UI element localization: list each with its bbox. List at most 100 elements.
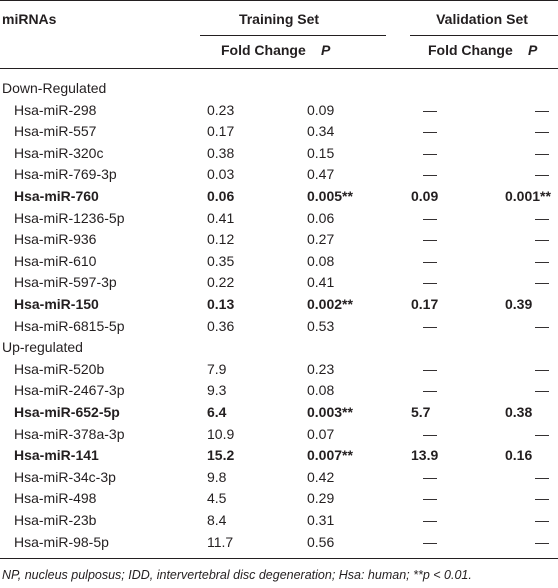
bottom-rule: [0, 558, 558, 559]
group-label: Down-Regulated: [2, 80, 107, 96]
cell: 0.07: [307, 425, 335, 442]
row-label: Hsa-miR-23b: [14, 512, 97, 528]
row-label: Hsa-miR-378a-3p: [14, 425, 125, 442]
row-label: Hsa-miR-769-3p: [14, 166, 117, 183]
cell: 9.3: [207, 382, 227, 399]
cell: 0.34: [307, 123, 335, 140]
column-header: miRNAs: [2, 11, 57, 27]
cell: —: [535, 425, 549, 442]
cell: 0.03: [207, 166, 235, 183]
header-rule: [0, 68, 558, 69]
row-label: Hsa-miR-498: [14, 490, 97, 507]
row-label: Hsa-miR-610: [14, 252, 97, 269]
cell: 10.9: [207, 425, 235, 442]
cell: 0.002**: [307, 296, 353, 312]
cell: 0.38: [207, 144, 235, 161]
sub-header: Fold Change: [221, 42, 306, 58]
cell: —: [535, 209, 549, 226]
cell: —: [535, 144, 549, 161]
column-group-header: Validation Set: [436, 11, 528, 27]
cell: —: [535, 512, 549, 528]
row-label: Hsa-miR-1236-5p: [14, 209, 125, 226]
cell: —: [535, 252, 549, 269]
row-label: Hsa-miR-34c-3p: [14, 468, 116, 485]
cell: —: [423, 533, 437, 550]
cell: —: [423, 123, 437, 140]
footnote: NP, nucleus pulposus; IDD, intervertebra…: [2, 568, 472, 582]
row-label: Hsa-miR-2467-3p: [14, 382, 125, 399]
cell: 4.5: [207, 490, 227, 507]
cell: 0.23: [207, 101, 235, 118]
cell: —: [423, 231, 437, 248]
row-label: Hsa-miR-98-5p: [14, 533, 109, 550]
cell: —: [423, 317, 437, 334]
cell: 0.08: [307, 382, 335, 399]
cell: —: [535, 533, 549, 550]
cell: 0.003**: [307, 404, 353, 420]
row-label: Hsa-miR-141: [14, 447, 99, 464]
cell: 0.08: [307, 252, 335, 269]
cell: —: [423, 360, 437, 377]
cell: 0.06: [207, 188, 235, 204]
cell: 0.23: [307, 360, 335, 377]
cell: 0.06: [307, 209, 335, 226]
cell: 0.35: [207, 252, 235, 269]
cell: —: [535, 360, 549, 377]
cell: 0.38: [505, 404, 533, 420]
cell: —: [423, 252, 437, 269]
cell: 0.17: [411, 296, 439, 312]
cell: —: [423, 425, 437, 442]
cell: 0.56: [307, 533, 335, 550]
cell: 11.7: [207, 533, 234, 550]
cell: —: [535, 274, 549, 291]
cell: 15.2: [207, 447, 235, 464]
row-label: Hsa-miR-520b: [14, 360, 105, 377]
cell: 0.001**: [505, 188, 551, 204]
group-rule: [200, 35, 386, 36]
cell: 0.47: [307, 166, 335, 183]
cell: 0.39: [505, 296, 533, 312]
group-rule: [410, 35, 558, 36]
cell: 0.17: [207, 123, 235, 140]
cell: 0.22: [207, 274, 235, 291]
cell: 0.53: [307, 317, 335, 334]
cell: 8.4: [207, 512, 227, 528]
cell: 6.4: [207, 404, 227, 420]
cell: 0.15: [307, 144, 335, 161]
sub-header: Fold Change: [428, 42, 513, 58]
row-label: Hsa-miR-652-5p: [14, 404, 120, 420]
row-label: Hsa-miR-597-3p: [14, 274, 117, 291]
cell: —: [535, 166, 549, 183]
row-label: Hsa-miR-320c: [14, 144, 104, 161]
group-label: Up-regulated: [2, 339, 83, 356]
sub-header: P: [321, 42, 331, 58]
cell: —: [423, 382, 437, 399]
cell: 7.9: [207, 360, 227, 377]
cell: —: [535, 468, 549, 485]
cell: 0.29: [307, 490, 335, 507]
cell: —: [423, 101, 437, 118]
cell: 0.09: [411, 188, 439, 204]
cell: 0.42: [307, 468, 335, 485]
sub-header: P: [528, 42, 538, 58]
cell: —: [535, 382, 549, 399]
cell: —: [535, 101, 549, 118]
cell: 0.31: [307, 512, 335, 528]
cell: 9.8: [207, 468, 227, 485]
column-group-header: Training Set: [238, 11, 320, 27]
cell: —: [423, 166, 437, 183]
cell: 0.16: [505, 447, 533, 464]
row-label: Hsa-miR-760: [14, 188, 99, 204]
cell: —: [535, 317, 549, 334]
cell: —: [423, 209, 437, 226]
cell: 0.27: [307, 231, 335, 248]
cell: 5.7: [411, 404, 431, 420]
cell: —: [535, 123, 549, 140]
cell: —: [423, 512, 437, 528]
cell: —: [535, 231, 549, 248]
cell: —: [423, 468, 437, 485]
cell: —: [535, 490, 549, 507]
cell: —: [423, 144, 437, 161]
cell: 0.41: [307, 274, 335, 291]
